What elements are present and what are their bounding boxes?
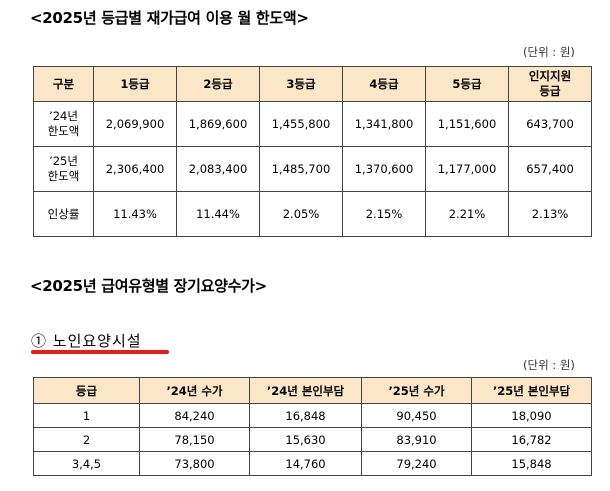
table-cell: 78,150 (139, 427, 250, 452)
table-cell: 2 (33, 427, 140, 452)
header-cell: 3등급 (259, 66, 343, 102)
row-label: 인상률 (33, 191, 94, 237)
table-header-row: 등급 ’24년 수가 ’24년 본인부담 ’25년 수가 ’25년 본인부담 (33, 377, 592, 404)
table-cell: 90,450 (361, 403, 472, 428)
header-cell: 인지지원 등급 (508, 66, 592, 102)
header-cell: ’25년 수가 (361, 377, 472, 404)
table-row: ’24년 한도액 2,069,900 1,869,600 1,455,800 1… (33, 101, 592, 147)
header-cell: ’24년 수가 (139, 377, 250, 404)
header-cell: 등급 (33, 377, 140, 404)
table-cell: 1,151,600 (425, 101, 509, 147)
section2-title: <2025년 급여유형별 장기요양수가> (30, 277, 267, 295)
table-row: 1 84,240 16,848 90,450 18,090 (33, 403, 592, 428)
care-fee-table: 등급 ’24년 수가 ’24년 본인부담 ’25년 수가 ’25년 본인부담 1… (33, 377, 592, 476)
table-cell: 79,240 (361, 451, 472, 476)
table-cell: 84,240 (139, 403, 250, 428)
table-cell: 1,370,600 (342, 146, 426, 192)
header-cell: 2등급 (176, 66, 260, 102)
section2-subtitle: ① 노인요양시설 (31, 332, 142, 350)
table-cell: 2.15% (342, 191, 426, 237)
table-header-row: 구분 1등급 2등급 3등급 4등급 5등급 인지지원 등급 (33, 66, 592, 102)
table-cell: 15,848 (471, 451, 592, 476)
table-cell: 16,782 (471, 427, 592, 452)
table-cell: 15,630 (249, 427, 362, 452)
table-row: ’25년 한도액 2,306,400 2,083,400 1,485,700 1… (33, 146, 592, 192)
table-row: 3,4,5 73,800 14,760 79,240 15,848 (33, 451, 592, 476)
table-cell: 73,800 (139, 451, 250, 476)
table-cell: 1,869,600 (176, 101, 260, 147)
section2-unit: (단위 : 원) (523, 358, 575, 372)
table-cell: 2,069,900 (93, 101, 177, 147)
table-row: 2 78,150 15,630 83,910 16,782 (33, 427, 592, 452)
table-cell: 2.13% (508, 191, 592, 237)
table-cell: 2,306,400 (93, 146, 177, 192)
header-cell: 5등급 (425, 66, 509, 102)
header-cell: 4등급 (342, 66, 426, 102)
table-cell: 11.44% (176, 191, 260, 237)
table-cell: 1,177,000 (425, 146, 509, 192)
table-cell: 1,341,800 (342, 101, 426, 147)
table-row: 인상률 11.43% 11.44% 2.05% 2.15% 2.21% 2.13… (33, 191, 592, 237)
table-cell: 16,848 (249, 403, 362, 428)
table-cell: 643,700 (508, 101, 592, 147)
table-cell: 83,910 (361, 427, 472, 452)
table-cell: 2.21% (425, 191, 509, 237)
subtitle-underline (31, 350, 169, 354)
table-cell: 1 (33, 403, 140, 428)
header-cell: 1등급 (93, 66, 177, 102)
table-cell: 11.43% (93, 191, 177, 237)
table-cell: 1,485,700 (259, 146, 343, 192)
table-cell: 2,083,400 (176, 146, 260, 192)
long-term-care-limit-table: 구분 1등급 2등급 3등급 4등급 5등급 인지지원 등급 ’24년 한도액 … (33, 66, 592, 237)
header-cell: 구분 (33, 66, 94, 102)
table-cell: 3,4,5 (33, 451, 140, 476)
section1-title: <2025년 등급별 재가급여 이용 월 한도액> (30, 9, 309, 27)
table-cell: 657,400 (508, 146, 592, 192)
table-cell: 2.05% (259, 191, 343, 237)
header-cell: ’25년 본인부담 (471, 377, 592, 404)
section1-unit: (단위 : 원) (523, 45, 575, 59)
header-cell: ’24년 본인부담 (249, 377, 362, 404)
table-cell: 1,455,800 (259, 101, 343, 147)
row-label: ’25년 한도액 (33, 146, 94, 192)
table-cell: 14,760 (249, 451, 362, 476)
table-cell: 18,090 (471, 403, 592, 428)
row-label: ’24년 한도액 (33, 101, 94, 147)
